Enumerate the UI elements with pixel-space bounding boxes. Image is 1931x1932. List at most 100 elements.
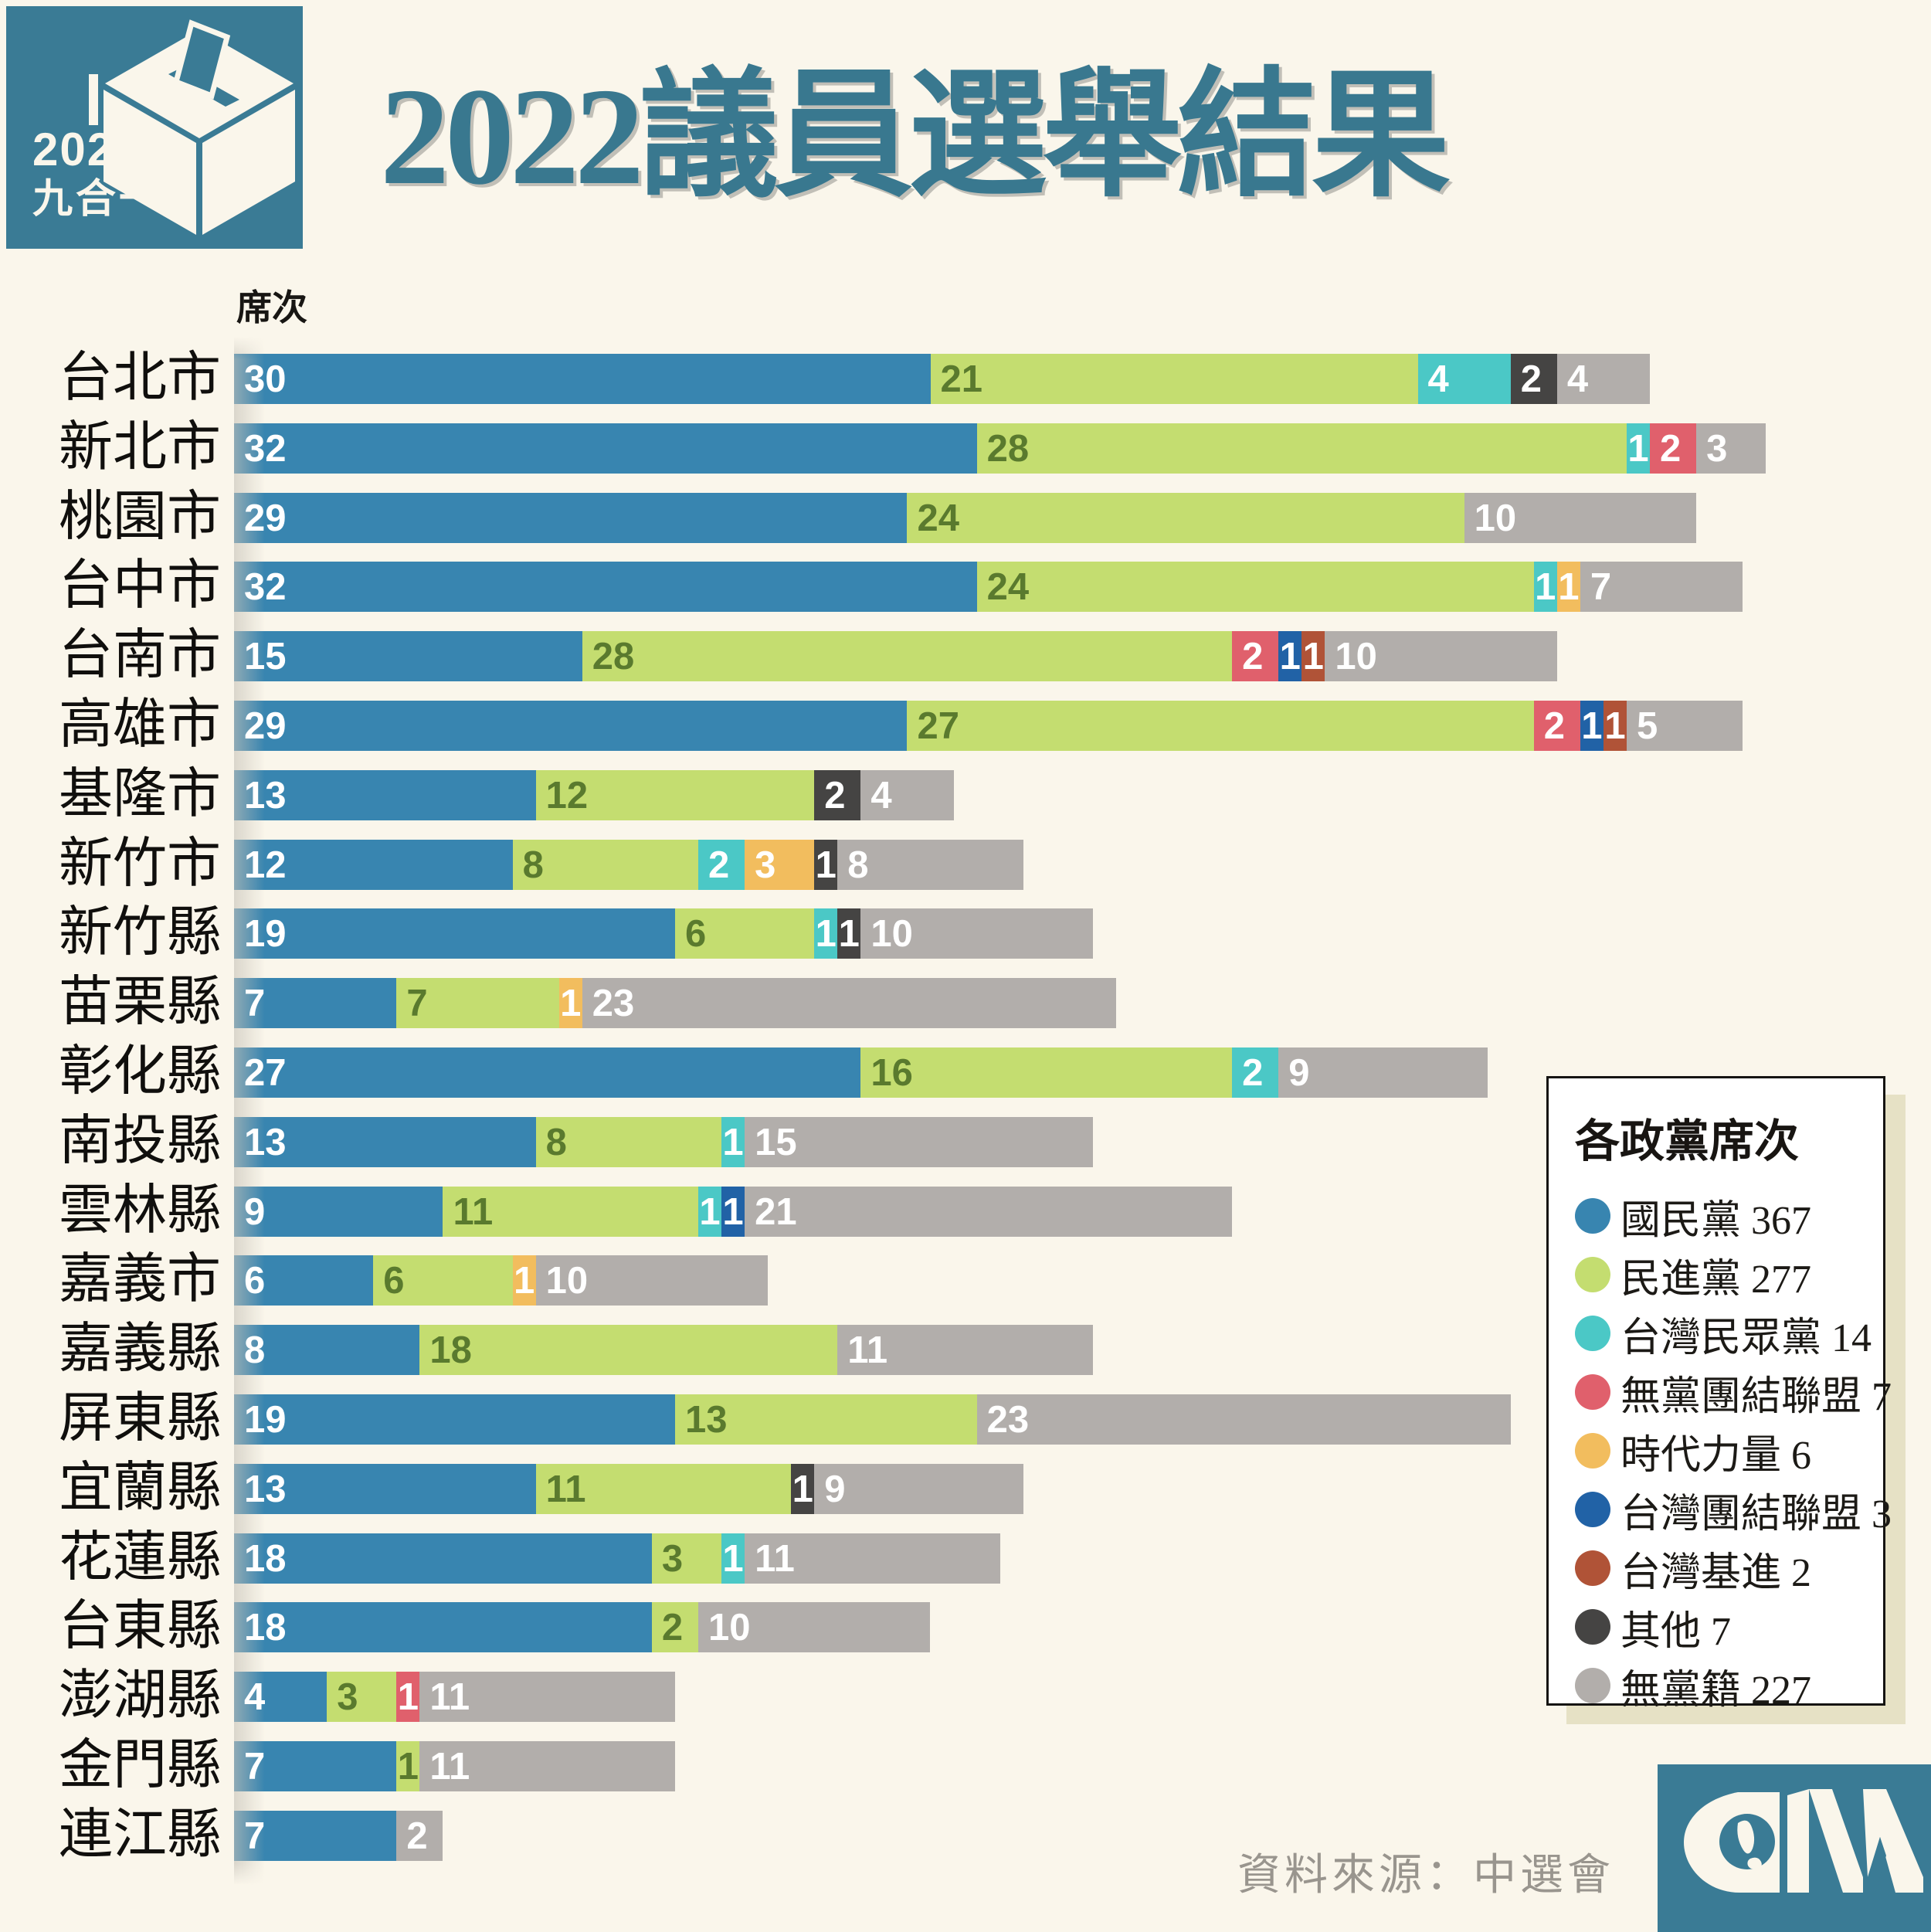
- segment-value: 2: [1543, 705, 1566, 747]
- bar-segment: 9: [814, 1464, 1023, 1514]
- bar-segment: 23: [582, 978, 1116, 1028]
- segment-value: 3: [755, 844, 776, 886]
- bar-segment: 2: [651, 1602, 698, 1652]
- segment-value: 7: [1590, 566, 1612, 608]
- bar-row: 13 8 1 15: [234, 1117, 1093, 1167]
- county-label: 台南市: [59, 626, 221, 685]
- segment-value: 1: [1627, 428, 1649, 470]
- bar-segment: 21: [745, 1187, 1233, 1237]
- segment-value: 3: [337, 1676, 358, 1718]
- county-label: 基隆市: [59, 765, 221, 824]
- bar-segment: 28: [976, 423, 1627, 474]
- bar-segment: 29: [234, 701, 908, 751]
- segment-value: 6: [684, 913, 707, 955]
- bar-segment: 6: [373, 1255, 513, 1306]
- segment-value: 1: [1302, 636, 1324, 677]
- county-label: 台北市: [59, 348, 221, 408]
- bar-segment: 2: [814, 770, 861, 820]
- segment-value: 11: [453, 1191, 494, 1233]
- bar-segment: 13: [234, 1464, 536, 1514]
- county-label: 桃園市: [59, 487, 221, 547]
- bar-segment: 19: [234, 908, 675, 959]
- segment-value: 18: [429, 1329, 472, 1371]
- segment-value: 7: [244, 1746, 266, 1788]
- bar-segment: 18: [234, 1602, 652, 1652]
- legend-label: 台灣團結聯盟 3: [1620, 1492, 1892, 1536]
- segment-value: 27: [917, 705, 959, 747]
- segment-value: 6: [244, 1260, 266, 1302]
- bar-segment: 1: [1626, 423, 1651, 474]
- legend-label: 其他 7: [1620, 1609, 1732, 1654]
- segment-value: 7: [406, 983, 428, 1024]
- county-label: 新竹縣: [59, 903, 221, 963]
- bar-segment: 18: [419, 1325, 838, 1375]
- bar-segment: 3: [651, 1533, 722, 1584]
- segment-value: 1: [838, 913, 860, 955]
- segment-value: 1: [513, 1260, 535, 1302]
- bar-row: 7 7 1 23: [234, 978, 1116, 1028]
- county-label: 台東縣: [59, 1597, 221, 1656]
- bar-segment: 1: [1556, 562, 1580, 612]
- segment-value: 4: [1427, 358, 1449, 400]
- bar-segment: 2: [1232, 1047, 1279, 1098]
- bar-segment: 10: [535, 1255, 769, 1306]
- badge-year: 2022: [32, 124, 142, 175]
- segment-value: 2: [1242, 1052, 1264, 1094]
- segment-value: 1: [699, 1191, 721, 1233]
- bar-segment: 1: [697, 1187, 722, 1237]
- bar-row: 29 27 2 1 1 5: [234, 701, 1743, 751]
- segment-value: 1: [397, 1676, 419, 1718]
- bar-segment: 1: [1603, 701, 1627, 751]
- segment-value: 5: [1636, 705, 1658, 747]
- segment-value: 10: [870, 913, 913, 955]
- county-label: 花蓮縣: [59, 1528, 221, 1587]
- legend-dot: [1575, 1316, 1610, 1351]
- bar-segment: 2: [1533, 701, 1580, 751]
- bar-row: 27 16 2 9: [234, 1047, 1488, 1098]
- bar-segment: 1: [721, 1117, 745, 1167]
- bar-segment: 11: [745, 1533, 1000, 1584]
- segment-value: 3: [661, 1538, 684, 1580]
- segment-value: 2: [824, 775, 846, 817]
- bar-segment: 7: [234, 1741, 397, 1791]
- bar-row: 13 12 2 4: [234, 770, 954, 820]
- bar-segment: 1: [1278, 631, 1302, 681]
- bar-segment: 4: [1556, 354, 1651, 404]
- bar-segment: 4: [860, 770, 954, 820]
- bar-segment: 1: [721, 1187, 745, 1237]
- segment-value: 2: [1242, 636, 1264, 677]
- segment-value: 9: [244, 1191, 266, 1233]
- bar-segment: 11: [443, 1187, 698, 1237]
- segment-value: 13: [244, 775, 287, 817]
- bar-segment: 1: [721, 1533, 745, 1584]
- segment-value: 12: [545, 775, 589, 817]
- bar-segment: 15: [745, 1117, 1093, 1167]
- bar-row: 30 21 4 2 4: [234, 354, 1651, 404]
- ballot-box-icon: [89, 19, 295, 235]
- bar-segment: 1: [558, 978, 582, 1028]
- segment-value: 19: [244, 913, 287, 955]
- segment-value: 1: [815, 913, 837, 955]
- bar-segment: 1: [512, 1255, 536, 1306]
- county-label: 高雄市: [59, 695, 221, 755]
- segment-value: 2: [1660, 428, 1682, 470]
- bar-segment: 16: [860, 1047, 1233, 1098]
- bar-segment: 10: [697, 1602, 931, 1652]
- bar-segment: 1: [814, 908, 838, 959]
- legend-item: 民進黨 277: [1575, 1245, 1883, 1304]
- bar-row: 32 24 1 1 7: [234, 562, 1743, 612]
- legend-item: 無黨團結聯盟 7: [1575, 1363, 1892, 1421]
- legend-item: 無黨籍 227: [1575, 1656, 1883, 1715]
- axis-label: 席次: [236, 287, 307, 328]
- segment-value: 29: [244, 705, 287, 747]
- segment-value: 1: [1279, 636, 1301, 677]
- legend-item: 時代力量 6: [1575, 1421, 1883, 1480]
- segment-value: 6: [383, 1260, 405, 1302]
- legend-item: 國民黨 367: [1575, 1187, 1883, 1245]
- bar-segment: 1: [791, 1464, 815, 1514]
- segment-value: 1: [792, 1469, 813, 1510]
- county-label: 嘉義縣: [59, 1319, 221, 1379]
- bar-segment: 24: [907, 493, 1464, 543]
- legend-dot: [1575, 1492, 1610, 1527]
- page-title: 2022議員選舉結果: [380, 59, 1451, 213]
